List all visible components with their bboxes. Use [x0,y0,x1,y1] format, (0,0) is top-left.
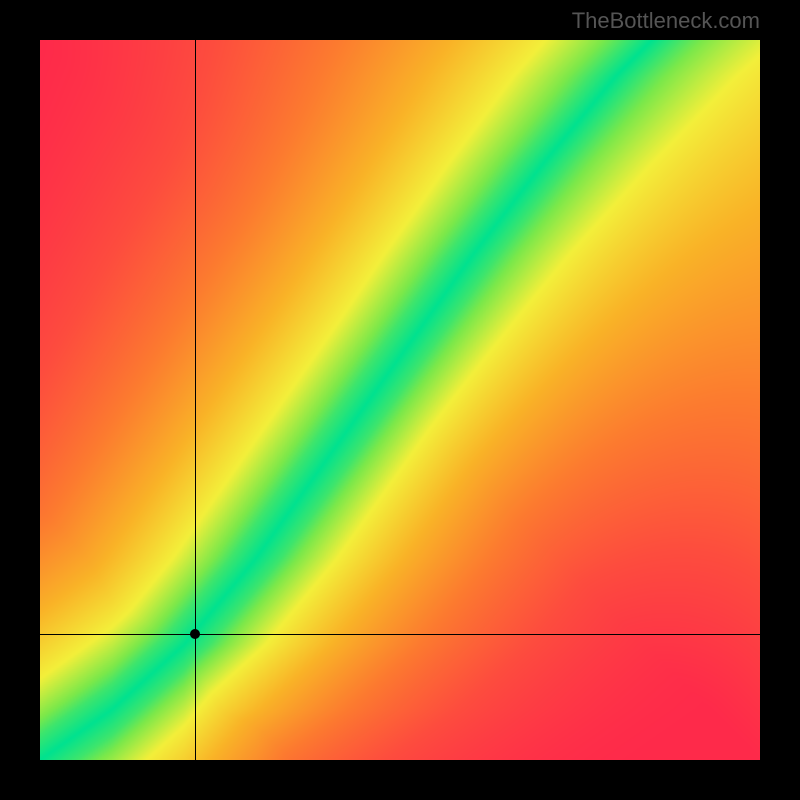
heatmap-plot-area [40,40,760,760]
crosshair-horizontal [40,634,760,635]
crosshair-marker[interactable] [190,629,200,639]
crosshair-vertical [195,40,196,760]
watermark-text: TheBottleneck.com [572,8,760,34]
heatmap-canvas [40,40,760,760]
